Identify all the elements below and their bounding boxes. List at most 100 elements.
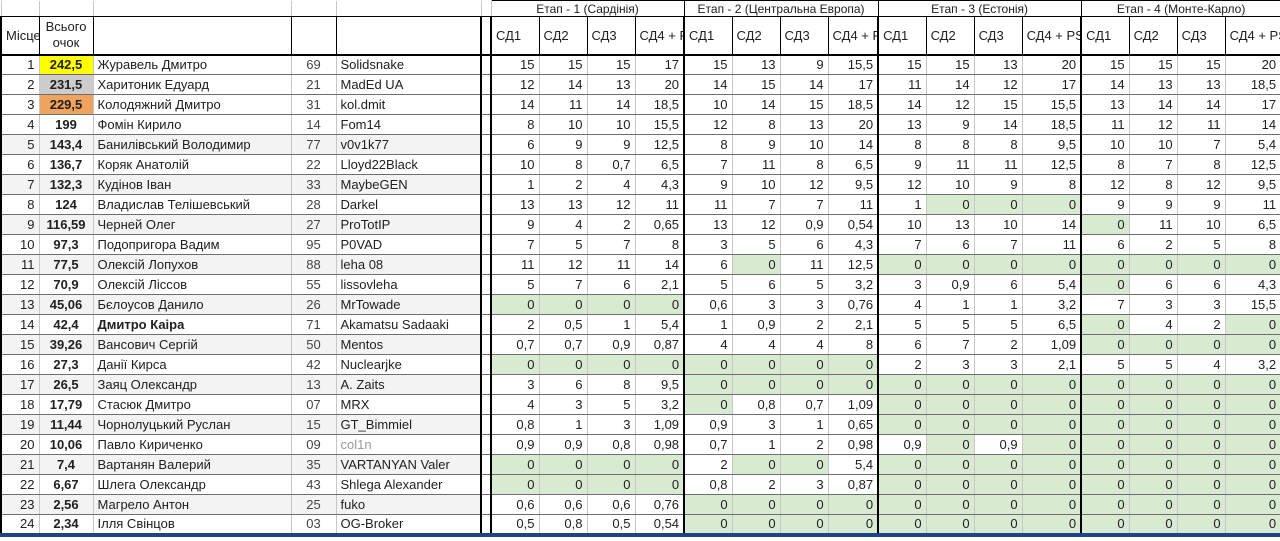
cell-score[interactable]: 0 xyxy=(683,514,733,537)
cell-score[interactable]: 0 xyxy=(1021,374,1083,395)
cell-nickname[interactable]: Solidsnake xyxy=(335,54,482,75)
cell-score[interactable]: 0 xyxy=(586,454,636,475)
cell-score[interactable]: 15 xyxy=(490,54,540,75)
cell-score[interactable]: 0 xyxy=(973,494,1023,515)
cell-score[interactable]: 10 xyxy=(1176,214,1226,235)
cell-score[interactable]: 6,5 xyxy=(1224,214,1280,235)
cell-score[interactable]: 0 xyxy=(973,414,1023,435)
cell-score[interactable]: 17 xyxy=(1021,74,1083,95)
cell-score[interactable]: 5 xyxy=(538,234,588,255)
cell-driver-number[interactable]: 28 xyxy=(290,194,337,215)
cell-score[interactable]: 9 xyxy=(925,114,975,135)
cell-score[interactable]: 0 xyxy=(1224,314,1280,335)
header-stage3-сд3[interactable]: СД3 xyxy=(973,16,1023,56)
cell-score[interactable]: 0 xyxy=(827,494,880,515)
cell-score[interactable]: 15 xyxy=(779,94,829,115)
cell-score[interactable]: 0,8 xyxy=(586,434,636,455)
cell-score[interactable]: 0,65 xyxy=(634,214,686,235)
cell-place[interactable]: 24 xyxy=(0,514,40,537)
cell-score[interactable]: 13 xyxy=(1080,94,1130,115)
cell-score[interactable]: 0,9 xyxy=(973,434,1023,455)
header-stage4-сд3[interactable]: СД3 xyxy=(1176,16,1226,56)
cell-driver-number[interactable]: 33 xyxy=(290,174,337,195)
cell-score[interactable]: 5 xyxy=(1128,354,1178,375)
cell-score[interactable]: 18,5 xyxy=(827,94,880,115)
cell-name[interactable]: Журавель Дмитро xyxy=(92,54,292,75)
cell-name[interactable]: Шлега Олександр xyxy=(92,474,292,495)
cell-driver-number[interactable]: 69 xyxy=(290,54,337,75)
cell-score[interactable]: 12 xyxy=(877,174,927,195)
cell-score[interactable]: 0 xyxy=(925,434,975,455)
cell-score[interactable]: 0 xyxy=(973,374,1023,395)
cell-score[interactable]: 0,76 xyxy=(827,294,880,315)
cell-driver-number[interactable]: 31 xyxy=(290,94,337,115)
cell-total-points[interactable]: 17,79 xyxy=(38,394,94,415)
cell-score[interactable]: 0 xyxy=(1128,494,1178,515)
cell-score[interactable]: 0 xyxy=(538,454,588,475)
cell-total-points[interactable]: 2,34 xyxy=(38,514,94,537)
cell-score[interactable]: 13 xyxy=(1128,74,1178,95)
cell-score[interactable]: 18,5 xyxy=(1021,114,1083,135)
cell-score[interactable]: 18,5 xyxy=(1224,74,1280,95)
cell-nickname[interactable]: A. Zaits xyxy=(335,374,482,395)
cell-score[interactable]: 2 xyxy=(877,354,927,375)
cell-total-points[interactable]: 231,5 xyxy=(38,74,94,95)
cell-name[interactable]: Харитоник Едуард xyxy=(92,74,292,95)
cell-name[interactable]: Дмитро Каіра xyxy=(92,314,292,335)
cell-score[interactable]: 1 xyxy=(877,194,927,215)
cell-score[interactable]: 0 xyxy=(877,414,927,435)
stage-header[interactable]: Етап - 1 (Сардінія) xyxy=(490,0,685,17)
cell-nickname[interactable]: ProTotIP xyxy=(335,214,482,235)
cell-score[interactable]: 2 xyxy=(1128,234,1178,255)
cell-driver-number[interactable]: 88 xyxy=(290,254,337,275)
cell-score[interactable]: 0,7 xyxy=(683,434,733,455)
cell-score[interactable]: 0 xyxy=(1128,514,1178,537)
cell-score[interactable]: 6 xyxy=(877,334,927,355)
cell-score[interactable]: 0,9 xyxy=(925,274,975,295)
cell-score[interactable]: 8 xyxy=(683,134,733,155)
cell-total-points[interactable]: 6,67 xyxy=(38,474,94,495)
cell-score[interactable]: 0 xyxy=(1080,214,1130,235)
cell-score[interactable]: 13 xyxy=(490,194,540,215)
cell-score[interactable]: 8 xyxy=(490,114,540,135)
cell-score[interactable]: 3 xyxy=(779,474,829,495)
cell-score[interactable]: 0 xyxy=(538,294,588,315)
cell-name[interactable]: Стасюк Дмитро xyxy=(92,394,292,415)
cell-place[interactable]: 4 xyxy=(0,114,40,135)
cell-score[interactable]: 0,8 xyxy=(683,474,733,495)
cell-score[interactable]: 0,98 xyxy=(634,434,686,455)
cell-score[interactable]: 0 xyxy=(1224,254,1280,275)
cell-score[interactable]: 0 xyxy=(1080,454,1130,475)
cell-score[interactable]: 0 xyxy=(1176,394,1226,415)
cell-place[interactable]: 14 xyxy=(0,314,40,335)
cell-score[interactable]: 1,09 xyxy=(827,394,880,415)
cell-score[interactable]: 2 xyxy=(490,314,540,335)
cell-nickname[interactable]: Darkel xyxy=(335,194,482,215)
header-stage4-сд2[interactable]: СД2 xyxy=(1128,16,1178,56)
cell-score[interactable]: 4 xyxy=(731,334,781,355)
cell-place[interactable]: 2 xyxy=(0,74,40,95)
cell-total-points[interactable]: 70,9 xyxy=(38,274,94,295)
cell-score[interactable]: 4 xyxy=(586,174,636,195)
cell-score[interactable]: 5 xyxy=(779,274,829,295)
cell-name[interactable]: Павло Кириченко xyxy=(92,434,292,455)
cell-score[interactable]: 14 xyxy=(1224,114,1280,135)
cell-place[interactable]: 3 xyxy=(0,94,40,115)
stage-header[interactable]: Етап - 4 (Монте-Карло) xyxy=(1080,0,1280,17)
cell-driver-number[interactable]: 03 xyxy=(290,514,337,537)
cell-name[interactable]: Кудінов Іван xyxy=(92,174,292,195)
cell-score[interactable]: 5 xyxy=(925,314,975,335)
cell-score[interactable]: 6 xyxy=(1080,234,1130,255)
cell-score[interactable]: 14 xyxy=(586,94,636,115)
cell-nickname[interactable]: Lloyd22Black xyxy=(335,154,482,175)
cell-place[interactable]: 8 xyxy=(0,194,40,215)
cell-total-points[interactable]: 39,26 xyxy=(38,334,94,355)
cell-score[interactable]: 17 xyxy=(634,54,686,75)
cell-nickname[interactable]: kol.dmit xyxy=(335,94,482,115)
cell-total-points[interactable]: 77,5 xyxy=(38,254,94,275)
cell-score[interactable]: 15 xyxy=(1128,54,1178,75)
cell-score[interactable]: 11 xyxy=(1128,214,1178,235)
cell-driver-number[interactable]: 25 xyxy=(290,494,337,515)
cell-score[interactable]: 14 xyxy=(731,94,781,115)
cell-score[interactable]: 8 xyxy=(1080,154,1130,175)
